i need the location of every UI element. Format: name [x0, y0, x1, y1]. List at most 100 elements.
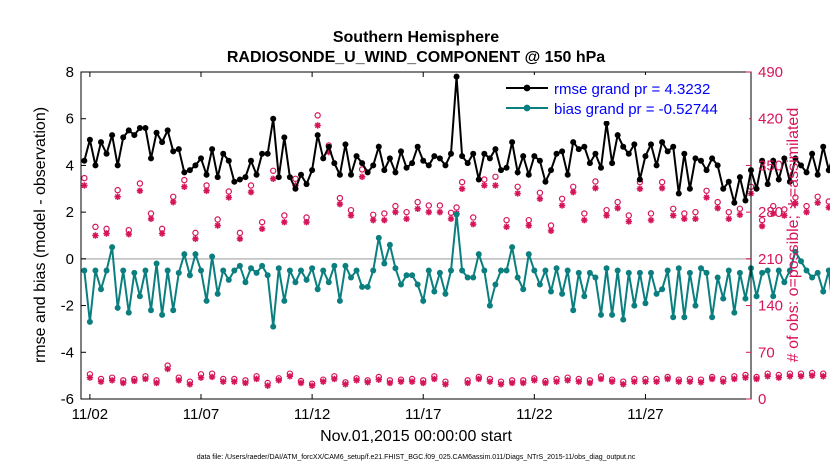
rmse-point	[392, 169, 399, 176]
obs-assimilated-marker	[253, 375, 260, 383]
rmse-point	[825, 167, 830, 174]
rmse-point	[270, 115, 277, 122]
rmse-point	[564, 171, 571, 178]
obs-assimilated-marker	[758, 222, 766, 230]
obs-possible-marker	[392, 202, 399, 210]
obs-assimilated-marker	[420, 379, 427, 387]
legend-rmse-label: rmse grand pr = 4.3232	[554, 81, 710, 98]
rmse-point	[431, 153, 438, 160]
obs-assimilated-marker	[264, 382, 271, 389]
obs-assimilated-marker	[203, 187, 210, 194]
obs-possible-marker	[647, 210, 655, 217]
bias-point	[92, 267, 99, 274]
right-tick-label: 350	[758, 157, 783, 174]
obs-assimilated-marker	[125, 230, 132, 238]
rmse-point	[398, 148, 404, 155]
obs-assimilated-marker	[792, 200, 799, 207]
bias-point	[559, 290, 566, 297]
bias-point	[492, 281, 499, 288]
bias-point	[386, 241, 393, 248]
obs-possible-marker	[470, 214, 477, 221]
right-tick-label: 280	[758, 204, 783, 221]
bias-point	[381, 260, 388, 267]
obs-assimilated-marker	[425, 208, 432, 216]
rmse-point	[320, 155, 327, 162]
plot-area	[80, 71, 830, 400]
obs-assimilated-marker	[620, 381, 627, 388]
bias-point	[409, 272, 416, 279]
obs-possible-marker	[503, 216, 510, 224]
rmse-point	[364, 169, 371, 176]
obs-assimilated-marker	[520, 379, 527, 387]
bias-point	[198, 267, 204, 274]
rmse-point	[436, 155, 443, 162]
rmse-point	[531, 153, 538, 160]
obs-assimilated-marker	[458, 185, 466, 192]
obs-assimilated-marker	[92, 232, 99, 239]
bias-point	[764, 267, 771, 274]
bias-point	[520, 286, 527, 293]
obs-assimilated-marker	[431, 375, 438, 383]
bias-point	[170, 307, 177, 314]
obs-assimilated-marker	[536, 195, 544, 202]
obs-assimilated-marker	[86, 374, 94, 381]
left-tick-label: 8	[66, 64, 74, 81]
rmse-point	[209, 146, 216, 153]
obs-possible-marker	[558, 195, 566, 202]
legend-rmse-marker	[523, 84, 531, 92]
obs-assimilated-marker	[164, 365, 171, 373]
bias-point	[686, 269, 693, 276]
obs-possible-marker	[236, 229, 244, 237]
right-tick-label: 210	[758, 251, 783, 268]
bias-point	[453, 211, 460, 218]
rmse-point	[786, 178, 793, 185]
obs-assimilated-marker	[175, 377, 182, 384]
bias-point	[414, 281, 421, 288]
legend-box	[503, 75, 749, 121]
rmse-point	[559, 148, 566, 155]
bias-point	[486, 302, 493, 309]
bias-point	[248, 265, 254, 272]
rmse-point	[170, 148, 177, 155]
obs-assimilated-marker	[497, 381, 505, 388]
obs-assimilated-marker	[281, 218, 288, 226]
bias-point	[236, 262, 243, 269]
bias-point	[481, 267, 488, 274]
obs-possible-marker	[692, 208, 699, 216]
obs-assimilated-marker	[797, 373, 805, 380]
obs-assimilated-marker	[186, 381, 194, 388]
rmse-point	[114, 162, 121, 169]
rmse-point	[148, 155, 154, 162]
rmse-point	[303, 181, 310, 188]
obs-assimilated-marker	[686, 378, 694, 385]
bias-point	[186, 272, 193, 279]
bias-point	[470, 274, 477, 281]
obs-assimilated-marker	[631, 378, 638, 385]
bias-point	[431, 288, 438, 295]
obs-possible-marker	[492, 173, 499, 180]
bias-point	[503, 267, 510, 274]
rmse-point	[242, 174, 249, 181]
bias-point	[570, 307, 577, 314]
obs-assimilated-marker	[625, 218, 632, 225]
rmse-point	[509, 139, 516, 146]
bias-series	[81, 211, 830, 330]
obs-possible-marker	[770, 202, 777, 210]
bias-point	[614, 267, 621, 274]
obs-assimilated-marker	[408, 378, 416, 385]
rmse-point	[709, 155, 716, 162]
obs-assimilated-marker	[714, 204, 721, 212]
bias-point	[564, 267, 571, 274]
obs-assimilated-marker	[325, 148, 332, 156]
rmse-point	[109, 132, 116, 139]
left-axis-label: rmse and bias (model - observation)	[32, 107, 49, 363]
obs-possible-marker	[414, 198, 421, 206]
obs-assimilated-marker	[692, 215, 699, 223]
bias-point	[348, 274, 354, 281]
obs-assimilated-marker	[131, 377, 138, 385]
bias-point	[720, 295, 727, 302]
obs-assimilated-marker	[525, 222, 532, 229]
obs-assimilated-marker	[581, 216, 588, 224]
bias-point	[359, 283, 366, 290]
obs-assimilated-marker	[364, 379, 371, 386]
